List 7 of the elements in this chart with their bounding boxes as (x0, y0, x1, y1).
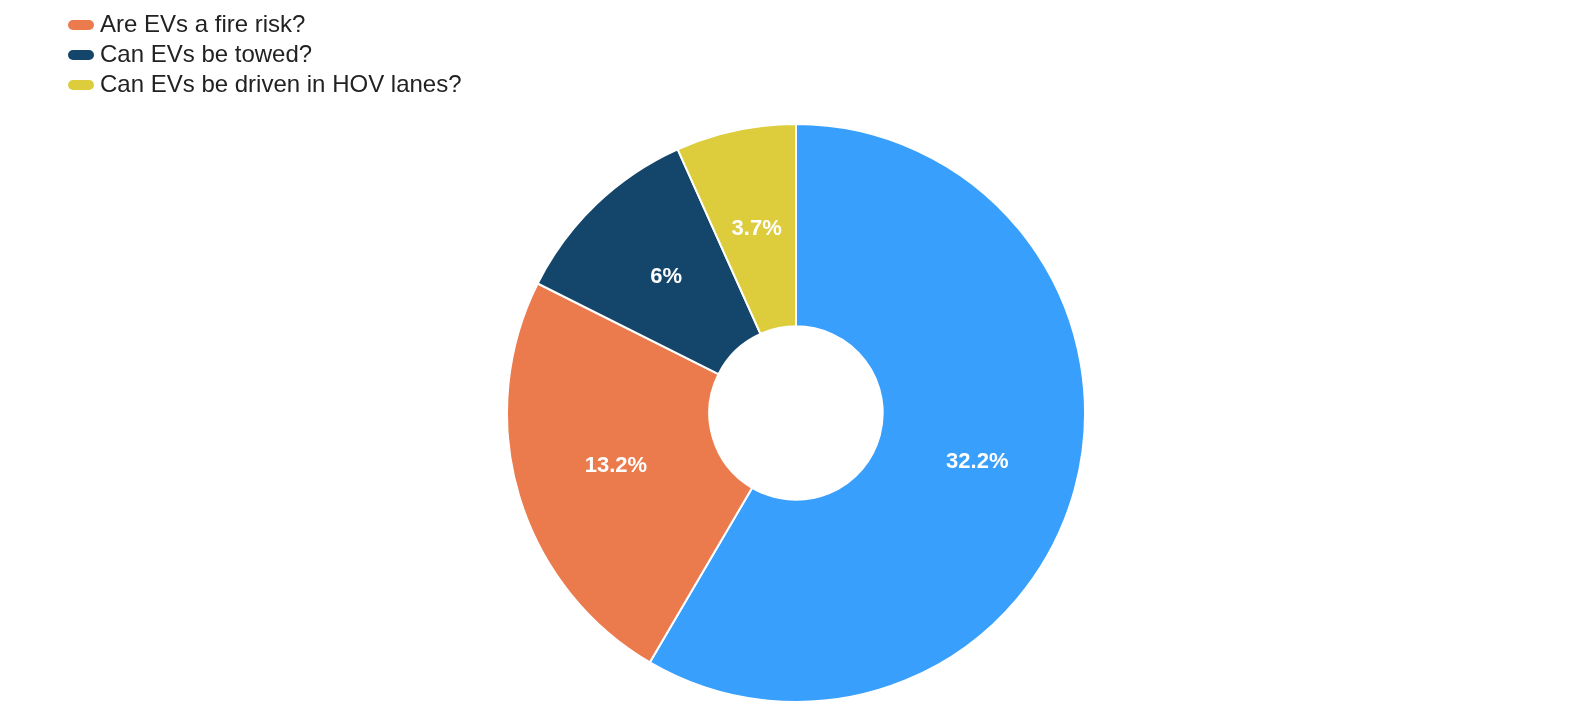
legend-label: Can EVs be driven in HOV lanes? (100, 70, 462, 98)
data-label: 32.2% (946, 448, 1009, 474)
legend-label: Can EVs be towed? (100, 40, 313, 68)
legend-label: Are EVs a fire risk? (100, 10, 306, 38)
data-label: 3.7% (731, 215, 782, 241)
data-label: 13.2% (584, 452, 648, 478)
data-label: 6% (650, 263, 682, 289)
